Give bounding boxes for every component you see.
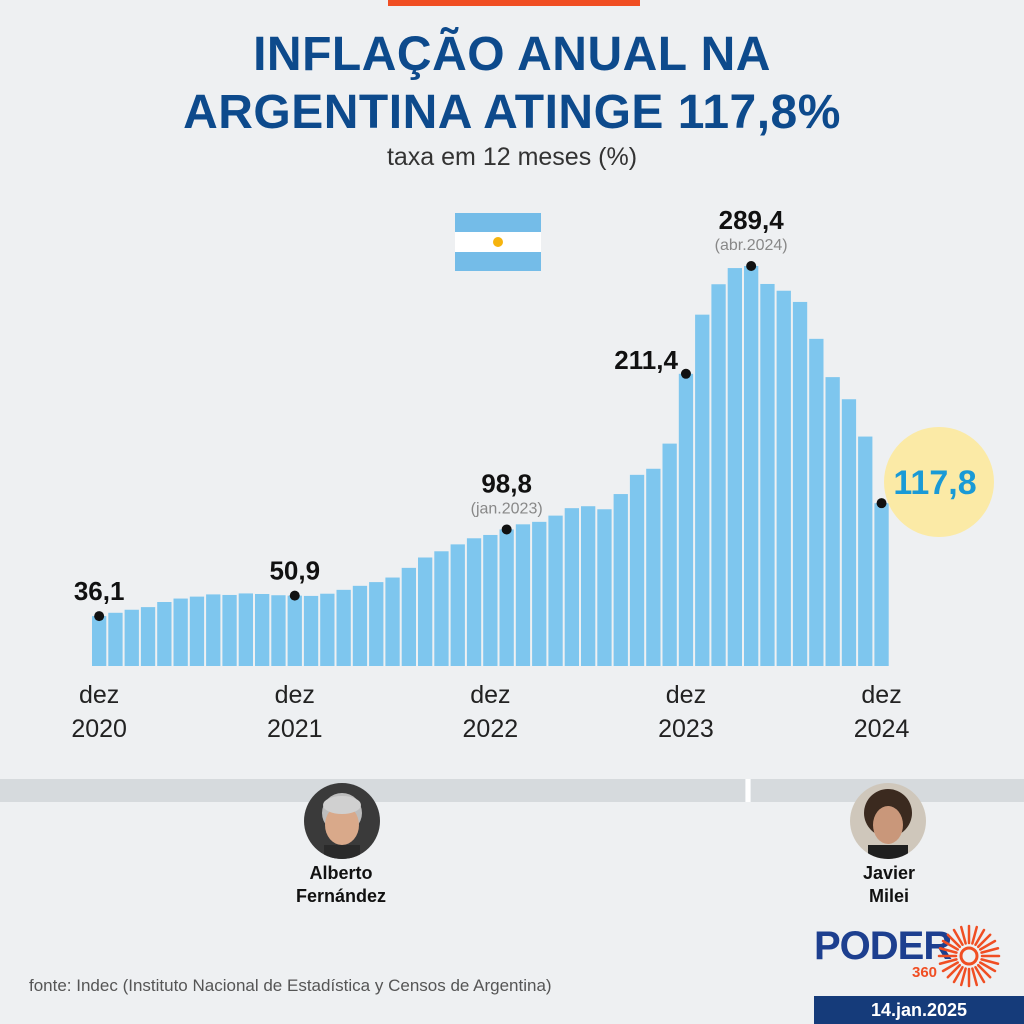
title-line-2: ARGENTINA ATINGE 117,8%: [183, 86, 841, 139]
data-label: 36,1: [74, 576, 125, 606]
person-last-name: Fernández: [295, 886, 387, 906]
bar: [238, 593, 253, 666]
person-first-name: Alberto: [309, 863, 373, 883]
bar: [189, 596, 205, 666]
bar: [385, 577, 400, 666]
argentina-flag-icon: [455, 213, 541, 271]
x-tick-month: dez: [470, 681, 510, 709]
x-tick-month: dez: [79, 681, 119, 709]
fernandez-era-bar: [0, 779, 745, 802]
chart-title: INFLAÇÃO ANUAL NA ARGENTINA ATINGE 117,8…: [0, 26, 1024, 142]
bar: [336, 589, 351, 666]
bar: [646, 468, 661, 666]
person-first-name: Javier: [862, 863, 916, 883]
bar: [255, 593, 270, 666]
x-tick-month: dez: [275, 681, 315, 709]
bar: [662, 443, 677, 666]
bar: [108, 612, 123, 666]
bar: [711, 284, 726, 666]
bar: [792, 301, 808, 666]
bar: [581, 506, 596, 666]
bar: [271, 595, 286, 666]
top-accent-bar: [388, 0, 640, 6]
bar: [466, 538, 482, 666]
sunburst-icon: [937, 924, 1001, 988]
bar: [287, 595, 302, 666]
person-last-name: Milei: [868, 886, 909, 906]
x-tick-year: 2020: [71, 715, 127, 743]
bar: [841, 399, 857, 666]
data-point-marker: [876, 498, 887, 509]
data-label: 211,4: [614, 345, 678, 375]
bar: [206, 594, 221, 666]
logo-number: 360: [912, 964, 938, 981]
bar: [434, 551, 449, 666]
bar: [695, 314, 710, 666]
title-line-1: INFLAÇÃO ANUAL NA: [253, 28, 771, 81]
bar: [776, 290, 791, 666]
bar: [874, 503, 889, 666]
bar: [157, 602, 172, 666]
data-label: 289,4: [719, 205, 785, 235]
source-note: fonte: Indec (Instituto Nacional de Esta…: [29, 976, 552, 995]
bar: [825, 377, 840, 666]
x-tick-year: 2022: [463, 715, 519, 743]
bar: [597, 509, 612, 666]
bar: [418, 557, 433, 666]
bar: [140, 607, 156, 666]
bar: [744, 266, 759, 666]
javier-milei-avatar: [850, 783, 926, 859]
x-tick-year: 2023: [658, 715, 714, 743]
bar: [303, 595, 319, 666]
data-sublabel: (abr.2024): [715, 237, 788, 254]
bar: [124, 609, 139, 666]
bar: [727, 268, 742, 666]
bar: [760, 283, 775, 666]
bar: [678, 373, 694, 666]
bar: [450, 544, 465, 666]
bar: [483, 534, 498, 666]
inflation-bar-chart: dez 2020 dez 2021 dez 2022 dez 2023 dez 2024 36,1 5…: [71, 205, 994, 743]
bar: [858, 436, 873, 666]
javier-milei-name: Javier Milei: [818, 862, 960, 908]
bar: [173, 598, 188, 666]
logo-brand: PODER: [814, 924, 952, 968]
alberto-fernandez-name: Alberto Fernández: [270, 862, 412, 908]
data-label: 50,9: [269, 556, 320, 586]
data-label: 98,8: [481, 468, 532, 498]
era-divider: [746, 779, 750, 802]
poder360-logo: PODER 360: [814, 921, 1014, 991]
bar: [369, 582, 384, 666]
data-point-marker: [680, 368, 691, 379]
bar: [809, 338, 824, 666]
chart-subtitle: taxa em 12 meses (%): [386, 143, 638, 171]
bar: [401, 567, 416, 666]
data-point-marker: [501, 524, 512, 535]
bar: [629, 474, 645, 666]
x-tick-year: 2024: [854, 715, 910, 743]
bar: [613, 494, 628, 666]
bar: [320, 593, 335, 666]
bar: [532, 521, 547, 666]
bar: [515, 524, 531, 666]
data-sublabel: (jan.2023): [471, 500, 543, 517]
bar: [352, 585, 368, 666]
bar: [548, 515, 563, 666]
bar: [564, 508, 579, 666]
data-point-marker: [289, 590, 300, 601]
alberto-fernandez-avatar: [304, 783, 380, 859]
bar: [92, 616, 107, 666]
data-point-marker: [746, 261, 757, 271]
x-tick-month: dez: [861, 681, 901, 709]
x-tick-year: 2021: [267, 715, 323, 743]
highlight-value-label: 117,8: [893, 464, 976, 502]
bar: [222, 594, 237, 666]
x-tick-month: dez: [666, 681, 706, 709]
bar: [499, 529, 514, 666]
data-point-marker: [94, 611, 105, 622]
highlight-circle: [884, 427, 994, 537]
publication-date: 14.jan.2025: [814, 996, 1024, 1024]
